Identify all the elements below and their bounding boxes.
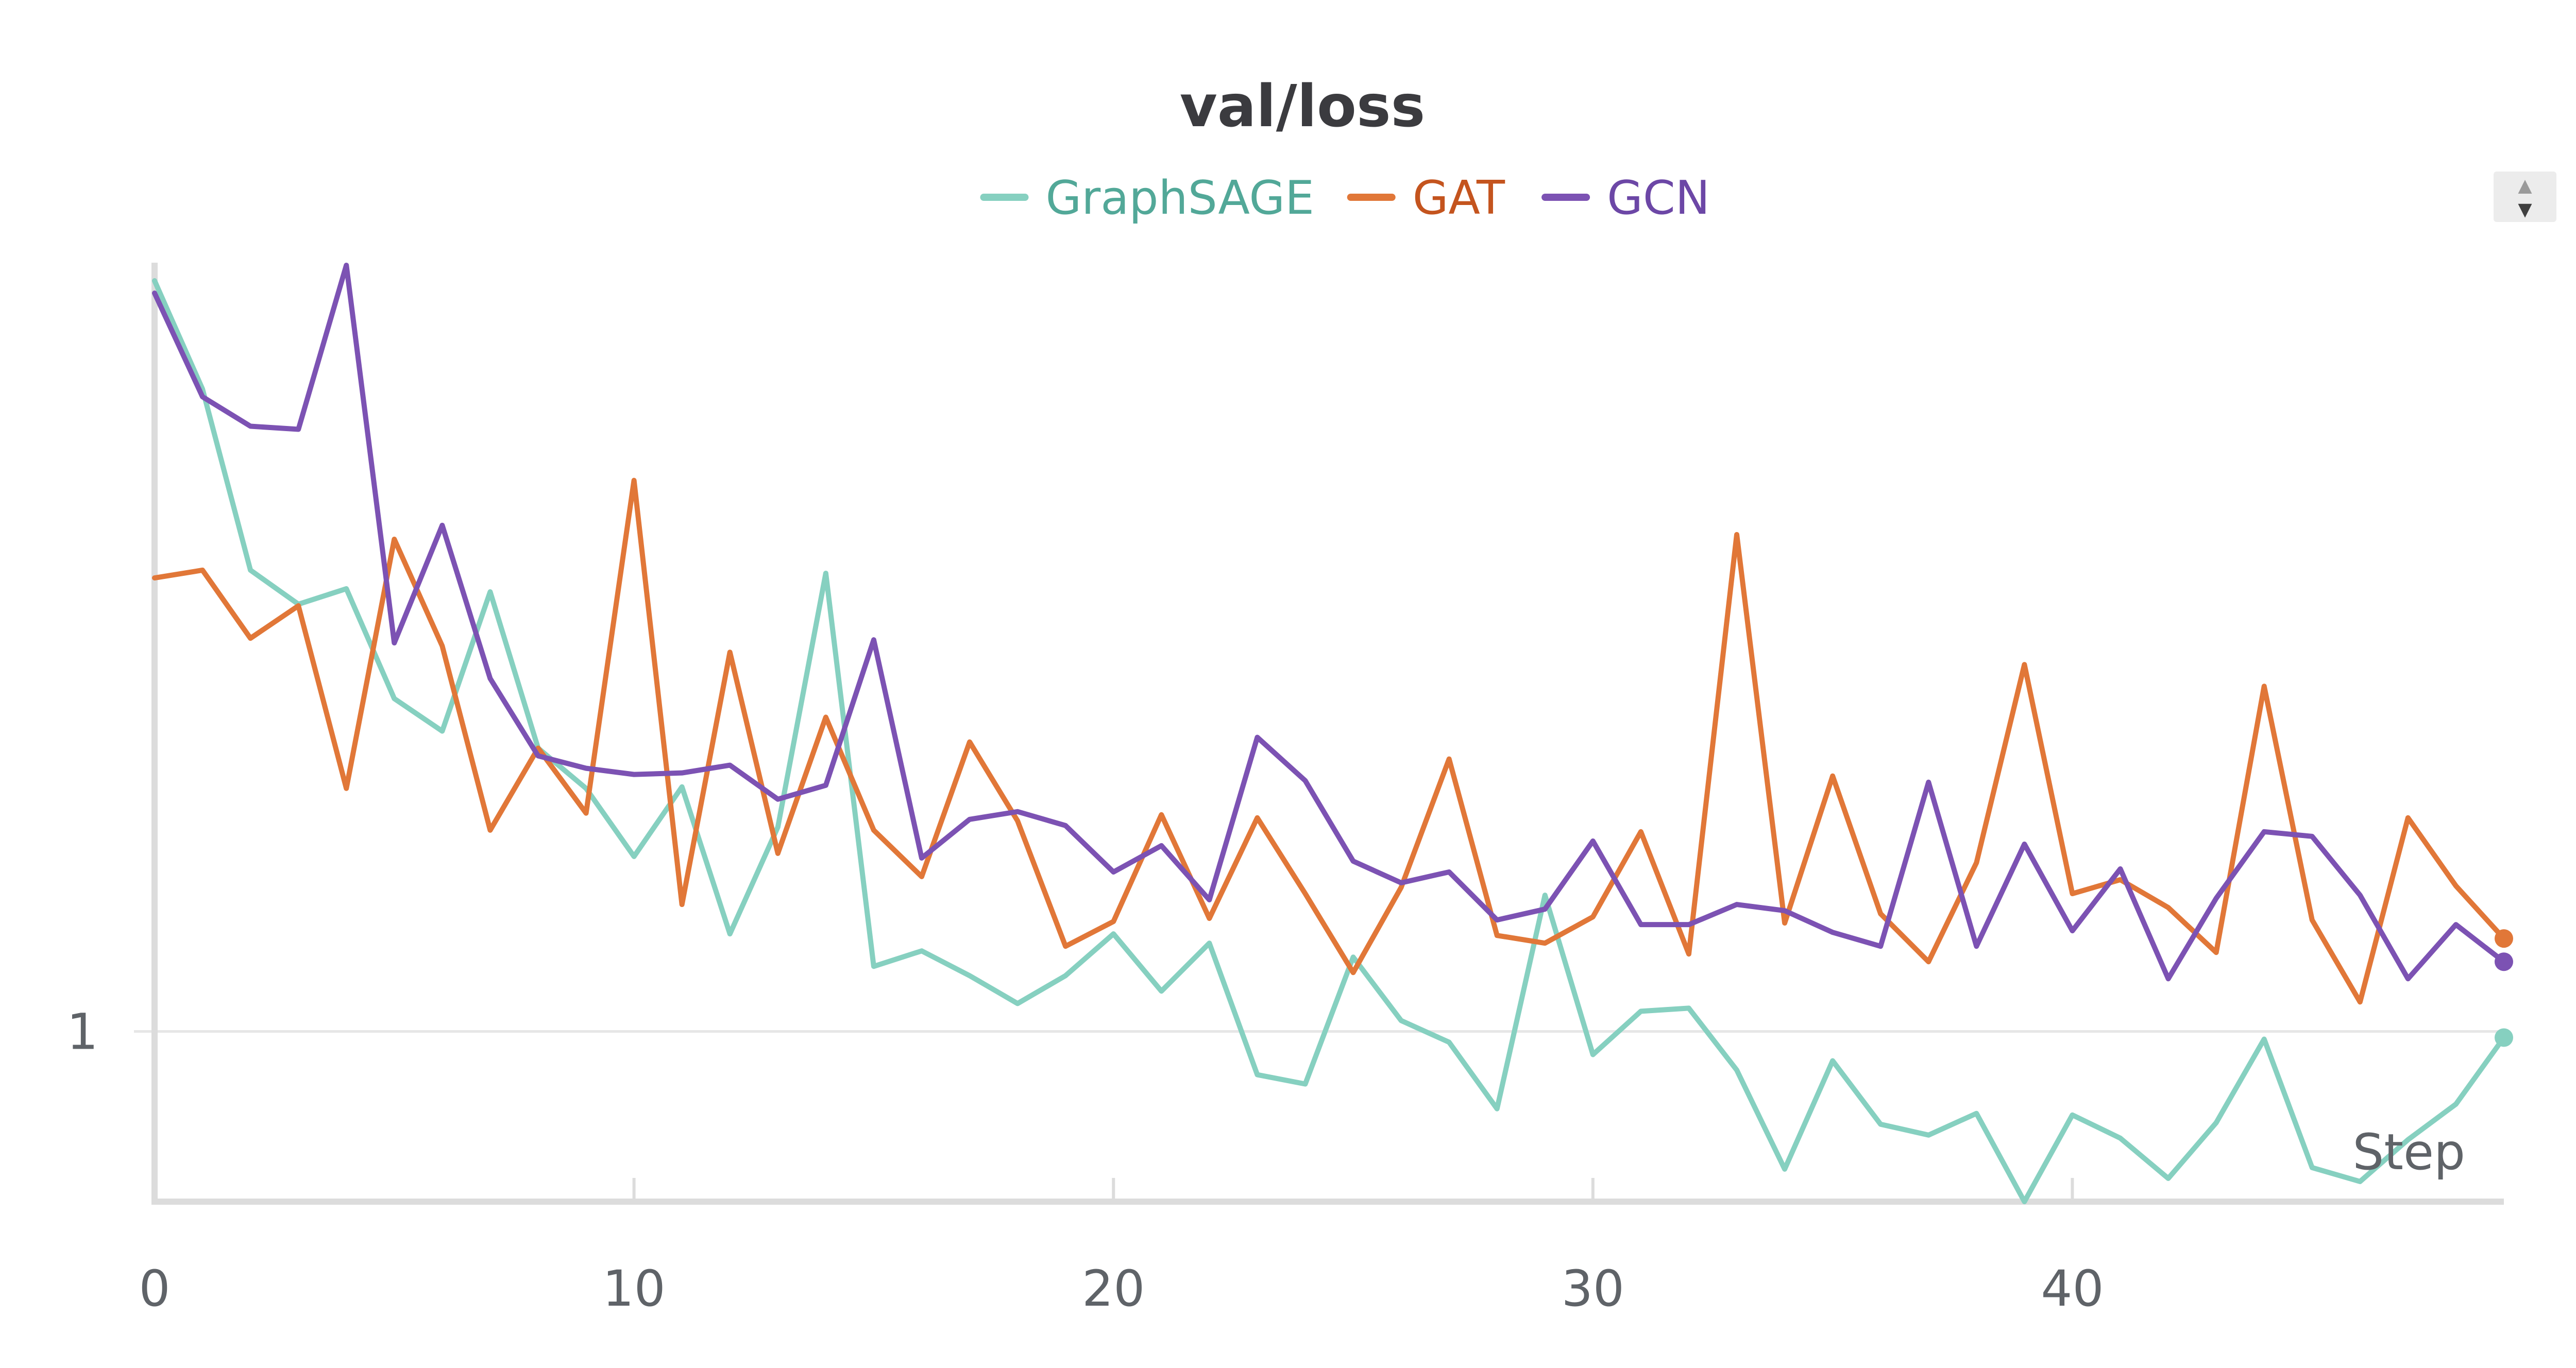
x-axis-label: Step xyxy=(2352,1123,2465,1181)
legend-item-gat[interactable]: GAT xyxy=(1347,171,1505,225)
x-tick-label: 10 xyxy=(603,1260,666,1318)
series-layer xyxy=(152,263,2513,1204)
axes: 0 10 20 30 40 xyxy=(139,263,2504,1318)
series-end-point-gcn xyxy=(2495,952,2513,971)
legend-scroll-background xyxy=(2494,172,2556,222)
series-end-point-graphsage xyxy=(2495,1028,2513,1047)
series-line-graphsage xyxy=(152,278,2506,1204)
series-graphsage xyxy=(152,278,2513,1204)
legend: GraphSAGE GAT GCN xyxy=(980,171,1710,225)
legend-item-gcn[interactable]: GCN xyxy=(1541,171,1710,225)
series-end-point-gat xyxy=(2495,929,2513,948)
scroll-up-icon[interactable]: ▲ xyxy=(2513,172,2537,199)
series-gcn xyxy=(152,263,2513,982)
series-line-gcn xyxy=(152,263,2506,982)
grid: 1 xyxy=(66,1003,2504,1061)
chart-title: val/loss xyxy=(1180,73,1426,140)
legend-item-graphsage[interactable]: GraphSAGE xyxy=(980,171,1314,225)
series-line-gat xyxy=(152,477,2506,1005)
legend-label: GAT xyxy=(1413,171,1505,225)
x-tick-label: 30 xyxy=(1562,1260,1624,1318)
legend-label: GraphSAGE xyxy=(1046,171,1314,225)
x-tick-label: 40 xyxy=(2041,1260,2104,1318)
x-tick-label: 20 xyxy=(1082,1260,1145,1318)
scroll-down-icon[interactable]: ▼ xyxy=(2513,196,2537,223)
x-tick-label: 0 xyxy=(139,1260,170,1318)
y-tick-label: 1 xyxy=(66,1003,98,1061)
legend-scroll-control[interactable]: ▲ ▼ xyxy=(2494,172,2556,223)
series-gat xyxy=(152,477,2513,1005)
legend-label: GCN xyxy=(1607,171,1710,225)
